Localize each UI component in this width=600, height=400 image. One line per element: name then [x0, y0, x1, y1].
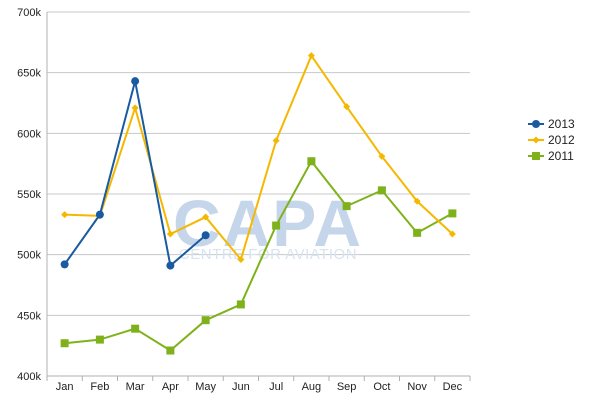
- series-layer: [60, 52, 457, 355]
- y-tick-label-550k: 550k: [17, 189, 41, 201]
- data-point-2012-apr: [166, 230, 174, 238]
- y-axis-tick-labels: 400k 450k 500k 550k 600k 650k 700k: [17, 7, 41, 383]
- y-tick-label-450k: 450k: [17, 310, 41, 322]
- data-point-2012-jun: [237, 256, 245, 264]
- axes: [46, 12, 471, 381]
- data-point-2012-may: [202, 213, 210, 221]
- legend-item-2013: 2013: [528, 117, 575, 131]
- data-point-2011-jun: [236, 300, 245, 309]
- legend: 2013 2012 2011: [528, 117, 575, 163]
- data-point-2011-oct: [377, 186, 386, 195]
- x-tick-label-jul: Jul: [269, 381, 283, 393]
- data-point-2012-mar: [131, 104, 139, 112]
- data-point-2012-jul: [272, 137, 280, 145]
- series-line-2012: [64, 54, 454, 261]
- data-point-2012-oct: [378, 152, 386, 160]
- data-point-2012-sep: [343, 103, 351, 111]
- x-tick-label-jun: Jun: [232, 381, 250, 393]
- x-tick-label-nov: Nov: [407, 381, 427, 393]
- gridlines: [47, 11, 470, 316]
- data-point-2012-dec: [448, 230, 456, 238]
- y-tick-label-500k: 500k: [17, 250, 41, 262]
- data-point-2013-feb: [95, 210, 104, 219]
- series-2011: [60, 157, 457, 355]
- data-point-2013-apr: [166, 261, 175, 270]
- x-tick-label-oct: Oct: [373, 381, 390, 393]
- data-point-2013-jan: [60, 260, 69, 269]
- data-point-2011-jan: [60, 339, 69, 348]
- x-tick-label-aug: Aug: [302, 381, 322, 393]
- y-tick-label-650k: 650k: [17, 68, 41, 80]
- data-point-2012-nov: [413, 197, 421, 205]
- data-point-2013-mar: [131, 77, 140, 86]
- x-tick-label-dec: Dec: [443, 381, 463, 393]
- data-point-2011-nov: [413, 228, 422, 237]
- legend-label-2011: 2011: [548, 149, 574, 163]
- legend-item-2011: 2011: [528, 149, 574, 163]
- x-tick-label-mar: Mar: [126, 381, 145, 393]
- legend-marker-2012: [532, 136, 540, 144]
- legend-label-2013: 2013: [548, 117, 575, 131]
- legend-marker-2013: [532, 120, 540, 128]
- x-tick-label-sep: Sep: [337, 381, 357, 393]
- x-axis-tick-labels: Jan Feb Mar Apr May Jun Jul Aug Sep Oct Nov Dec: [56, 381, 463, 393]
- data-point-2011-aug: [307, 157, 316, 166]
- data-point-2011-sep: [342, 202, 351, 211]
- legend-item-2012: 2012: [528, 133, 575, 147]
- x-tick-label-jan: Jan: [56, 381, 74, 393]
- data-point-2011-dec: [448, 209, 457, 218]
- y-tick-label-700k: 700k: [17, 7, 41, 19]
- watermark-subtitle: CENTRE FOR AVIATION: [179, 246, 357, 263]
- data-point-2012-jan: [61, 211, 69, 219]
- x-tick-label-feb: Feb: [90, 381, 109, 393]
- data-point-2011-jul: [272, 221, 281, 230]
- data-point-2011-may: [201, 316, 210, 325]
- y-tick-label-400k: 400k: [17, 371, 41, 383]
- series-2012: [61, 52, 456, 264]
- data-point-2011-feb: [95, 335, 104, 344]
- data-point-2013-may: [201, 231, 210, 240]
- watermark: CAPA CENTRE FOR AVIATION: [173, 186, 361, 263]
- data-point-2011-apr: [166, 346, 175, 355]
- legend-marker-2011: [532, 152, 540, 160]
- y-tick-label-600k: 600k: [17, 128, 41, 140]
- x-tick-label-may: May: [195, 381, 216, 393]
- series-line-2011: [64, 160, 453, 352]
- x-tick-label-apr: Apr: [162, 381, 179, 393]
- data-point-2012-aug: [307, 52, 315, 60]
- legend-label-2012: 2012: [548, 133, 575, 147]
- series-2013: [60, 77, 210, 270]
- data-point-2011-mar: [131, 324, 140, 333]
